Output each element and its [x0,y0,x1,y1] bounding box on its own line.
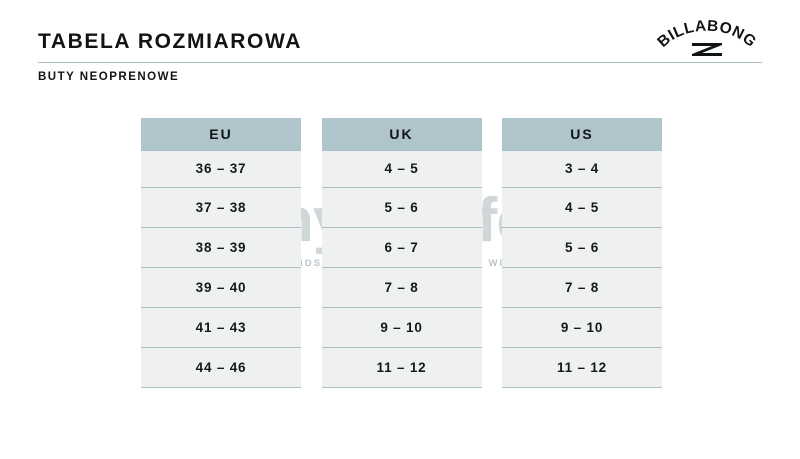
table-cell: 39 – 40 [141,268,301,308]
table-cell: 36 – 37 [141,151,301,188]
table-cell: 44 – 46 [141,348,301,388]
table-cell: 11 – 12 [502,348,662,388]
billabong-wave-icon [692,43,722,56]
table-cell: 6 – 7 [321,228,482,268]
column-header-us: US [502,118,662,151]
table-cell: 5 – 6 [321,188,482,228]
size-column-us: US 3 – 4 4 – 5 5 – 6 7 – 8 9 – 10 11 – 1… [502,118,662,388]
billabong-logo: BILLABONG [652,18,762,64]
table-cell: 9 – 10 [502,308,662,348]
table-cell: 37 – 38 [141,188,301,228]
page-header: TABELA ROZMIAROWA BUTY NEOPRENOWE [38,30,762,83]
size-chart-table: EU 36 – 37 37 – 38 38 – 39 39 – 40 41 – … [141,118,662,388]
size-column-uk: UK 4 – 5 5 – 6 6 – 7 7 – 8 9 – 10 11 – 1… [321,118,482,388]
column-header-eu: EU [141,118,301,151]
title-divider [38,62,762,64]
page-subtitle: BUTY NEOPRENOWE [38,71,180,84]
table-cell: 7 – 8 [321,268,482,308]
table-cell: 9 – 10 [321,308,482,348]
size-column-eu: EU 36 – 37 37 – 38 38 – 39 39 – 40 41 – … [141,118,301,388]
table-cell: 4 – 5 [321,151,482,188]
table-cell: 3 – 4 [502,151,662,188]
table-cell: 41 – 43 [141,308,301,348]
table-cell: 7 – 8 [502,268,662,308]
column-header-uk: UK [321,118,482,151]
page-title: TABELA ROZMIAROWA [38,30,303,53]
table-cell: 38 – 39 [141,228,301,268]
table-cell: 11 – 12 [321,348,482,388]
table-cell: 4 – 5 [502,188,662,228]
table-cell: 5 – 6 [502,228,662,268]
